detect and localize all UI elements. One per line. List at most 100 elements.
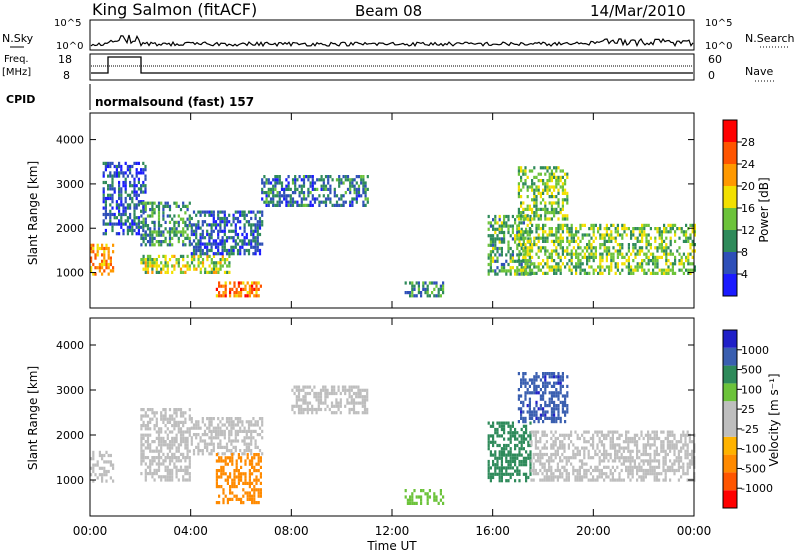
data-cell <box>599 268 602 272</box>
data-cell <box>253 453 256 457</box>
data-cell <box>611 478 614 482</box>
data-cell <box>186 449 189 453</box>
data-cell <box>553 175 556 179</box>
data-cell <box>590 227 593 231</box>
data-cell <box>503 218 506 222</box>
data-cell <box>520 252 523 256</box>
data-cell <box>664 478 667 482</box>
data-cell <box>344 200 347 204</box>
data-cell <box>230 423 233 427</box>
data-cell <box>590 246 593 250</box>
data-cell <box>629 449 632 453</box>
data-cell <box>426 284 429 288</box>
data-cell <box>224 456 227 460</box>
data-cell <box>203 445 207 449</box>
data-cell <box>355 194 358 198</box>
data-cell <box>164 240 167 244</box>
data-cell <box>620 468 623 473</box>
data-cell <box>555 420 558 424</box>
data-cell <box>520 188 523 192</box>
data-cell <box>507 459 510 464</box>
data-cell <box>572 246 575 250</box>
data-cell <box>616 243 619 247</box>
data-cell <box>107 256 110 260</box>
data-cell <box>642 459 645 463</box>
data-cell <box>208 264 211 268</box>
data-cell <box>149 214 152 218</box>
data-cell <box>522 420 525 424</box>
data-cell <box>239 426 242 430</box>
data-cell <box>641 233 644 237</box>
data-cell <box>576 468 579 473</box>
data-cell <box>654 227 657 231</box>
data-cell <box>620 478 623 482</box>
data-cell <box>577 246 580 250</box>
data-cell <box>645 255 648 259</box>
data-cell <box>313 395 316 399</box>
data-cell <box>691 268 694 272</box>
data-cell <box>660 443 663 447</box>
data-cell <box>120 196 123 201</box>
data-cell <box>544 211 547 215</box>
data-cell <box>570 456 573 460</box>
data-cell <box>113 187 116 191</box>
data-cell <box>662 459 665 463</box>
data-cell <box>166 201 169 205</box>
data-cell <box>278 178 281 182</box>
data-cell <box>157 462 161 466</box>
data-cell <box>131 196 134 201</box>
data-cell <box>535 372 538 376</box>
data-cell <box>492 224 495 228</box>
data-cell <box>94 266 97 270</box>
data-cell <box>531 230 534 234</box>
data-cell <box>570 433 573 437</box>
data-cell <box>539 249 542 253</box>
data-cell <box>153 264 156 268</box>
data-cell <box>520 268 523 272</box>
data-cell <box>240 465 243 469</box>
data-cell <box>678 259 681 263</box>
data-cell <box>124 209 127 213</box>
data-cell <box>327 194 330 198</box>
data-cell <box>566 223 569 227</box>
data-cell <box>498 237 501 241</box>
data-cell <box>184 204 187 208</box>
data-cell <box>665 255 668 259</box>
data-cell <box>627 456 630 460</box>
data-cell <box>182 468 185 472</box>
data-cell <box>673 459 676 463</box>
data-cell <box>590 265 593 269</box>
data-cell <box>494 246 497 251</box>
data-cell <box>598 430 601 434</box>
data-cell <box>239 213 242 217</box>
data-cell <box>107 469 110 474</box>
colorbar-tick-label: 24 <box>741 158 755 171</box>
data-cell <box>210 223 213 227</box>
data-cell <box>581 462 584 466</box>
data-cell <box>505 421 508 425</box>
data-cell <box>307 187 310 191</box>
data-cell <box>164 459 167 463</box>
data-cell <box>570 230 573 234</box>
data-cell <box>155 446 158 450</box>
data-cell <box>417 495 420 499</box>
data-cell <box>168 414 172 418</box>
data-cell <box>319 391 323 396</box>
data-cell <box>645 239 648 243</box>
data-cell <box>627 255 630 259</box>
data-cell <box>242 494 245 498</box>
data-cell <box>406 501 409 505</box>
data-cell <box>665 236 668 240</box>
data-cell <box>677 478 680 482</box>
data-cell <box>182 264 185 268</box>
data-cell <box>665 259 668 263</box>
data-cell <box>592 440 595 444</box>
data-cell <box>611 472 614 476</box>
data-cell <box>242 287 245 291</box>
data-cell <box>234 242 237 246</box>
data-cell <box>157 433 161 437</box>
data-cell <box>417 284 420 288</box>
data-cell <box>608 271 611 275</box>
data-cell <box>605 255 608 259</box>
data-cell <box>253 281 256 285</box>
